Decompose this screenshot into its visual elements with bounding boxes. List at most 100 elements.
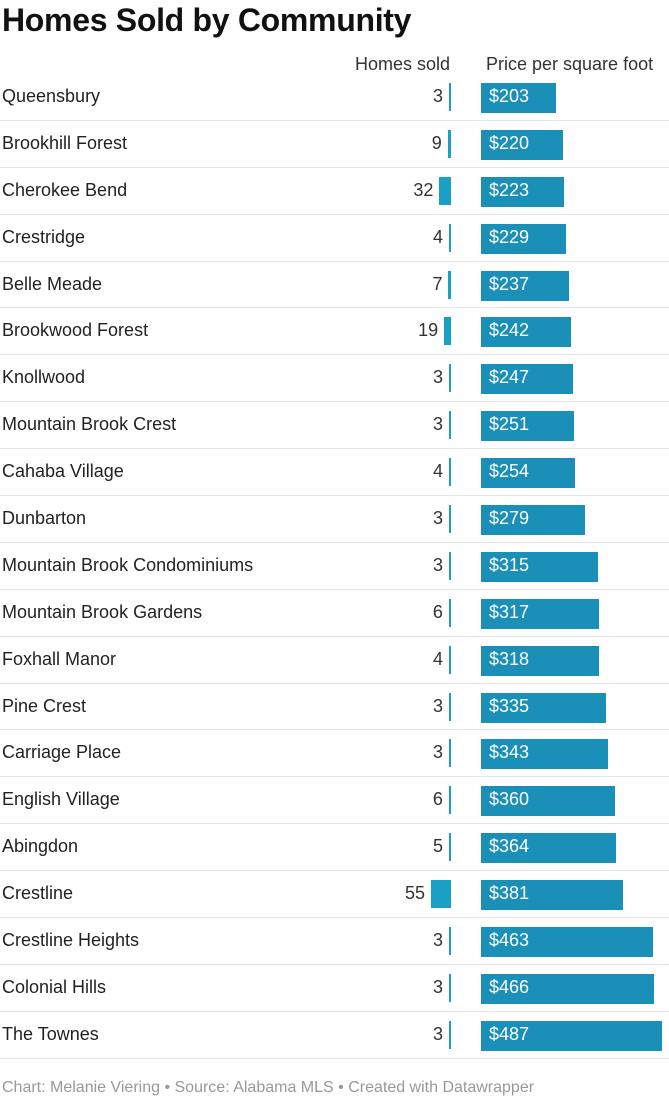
price-label: $466 xyxy=(489,976,530,997)
table-row: Colonial Hills 3 $466 xyxy=(0,965,669,1012)
homes-sold-bar xyxy=(444,317,451,346)
homes-sold-bar xyxy=(449,1020,451,1049)
price-bar xyxy=(481,645,600,676)
homes-sold-bar xyxy=(449,83,451,111)
homes-sold-bar xyxy=(449,223,451,252)
chart-footer: Chart: Melanie Viering • Source: Alabama… xyxy=(2,1079,535,1096)
community-name: Pine Crest xyxy=(2,695,87,716)
price-bar xyxy=(481,1020,662,1051)
homes-sold-value: 3 xyxy=(432,742,443,763)
table-row: Cherokee Bend 32 $223 xyxy=(0,168,669,215)
price-bar xyxy=(481,598,599,629)
community-name: Knollwood xyxy=(2,367,86,388)
price-bar xyxy=(481,833,617,864)
table-row: Queensbury 3 $203 xyxy=(0,74,669,121)
price-label: $247 xyxy=(489,367,530,388)
table-row: Brookwood Forest 19 $242 xyxy=(0,308,669,356)
table-row: Mountain Brook Crest 3 $251 xyxy=(0,402,669,450)
price-label: $237 xyxy=(489,273,530,294)
price-bar xyxy=(481,176,564,207)
homes-sold-value: 3 xyxy=(432,554,443,575)
community-name: Crestline xyxy=(2,883,74,904)
homes-sold-value: 55 xyxy=(404,883,425,904)
community-name: Mountain Brook Crest xyxy=(2,414,177,435)
community-name: English Village xyxy=(2,789,120,810)
community-name: Mountain Brook Gardens xyxy=(2,601,203,622)
table-row: Carriage Place 3 $343 xyxy=(0,730,669,778)
homes-sold-bar xyxy=(449,739,451,768)
price-bar xyxy=(481,739,609,770)
price-bar xyxy=(481,927,654,958)
table-row: Pine Crest 3 $335 xyxy=(0,684,669,731)
price-label: $335 xyxy=(489,695,530,716)
homes-sold-bar xyxy=(449,551,451,580)
price-bar xyxy=(481,786,615,817)
homes-sold-value: 3 xyxy=(432,930,443,951)
homes-sold-bar xyxy=(439,176,451,205)
community-name: Belle Meade xyxy=(2,273,103,294)
price-label: $242 xyxy=(489,320,530,341)
price-label: $487 xyxy=(489,1023,530,1044)
price-label: $251 xyxy=(489,414,530,435)
homes-sold-value: 3 xyxy=(432,695,443,716)
price-label: $223 xyxy=(489,179,530,200)
community-name: Dunbarton xyxy=(2,508,87,529)
homes-sold-value: 3 xyxy=(432,86,443,106)
homes-sold-value: 32 xyxy=(413,179,434,200)
homes-sold-header: Homes sold xyxy=(355,54,451,74)
price-header: Price per square foot xyxy=(486,54,654,74)
homes-sold-value: 4 xyxy=(432,461,443,482)
homes-sold-bar xyxy=(448,270,451,299)
homes-sold-value: 3 xyxy=(432,1023,443,1044)
price-bar xyxy=(481,83,557,113)
table-row: The Townes 3 $487 xyxy=(0,1012,669,1059)
community-name: Foxhall Manor xyxy=(2,648,117,669)
price-bar xyxy=(481,458,576,489)
homes-sold-value: 3 xyxy=(432,976,443,997)
homes-sold-bar xyxy=(449,692,451,721)
community-name: Brookwood Forest xyxy=(2,320,149,341)
community-name: Crestridge xyxy=(2,226,86,247)
price-bar xyxy=(481,411,575,442)
price-label: $381 xyxy=(489,883,530,904)
homes-sold-value: 4 xyxy=(432,226,443,247)
table-row: Crestline 55 $381 xyxy=(0,871,669,919)
homes-sold-bar xyxy=(447,129,451,158)
homes-sold-value: 3 xyxy=(432,508,443,529)
price-label: $279 xyxy=(489,508,530,529)
price-bar xyxy=(481,505,585,536)
homes-sold-value: 4 xyxy=(432,648,443,669)
price-label: $203 xyxy=(489,86,530,106)
homes-sold-bar xyxy=(449,973,451,1002)
table-row: Brookhill Forest 9 $220 xyxy=(0,121,669,168)
homes-sold-value: 3 xyxy=(432,414,443,435)
price-bar xyxy=(481,692,606,723)
price-bar xyxy=(481,223,567,254)
community-name: Colonial Hills xyxy=(2,976,107,997)
homes-sold-bar xyxy=(449,364,451,393)
community-name: Cherokee Bend xyxy=(2,179,128,200)
price-label: $364 xyxy=(489,836,530,857)
homes-sold-value: 6 xyxy=(432,601,443,622)
price-bar xyxy=(481,973,655,1004)
price-bar xyxy=(481,317,571,348)
community-name: Mountain Brook Condominiums xyxy=(2,554,254,575)
table-row: Mountain Brook Condominiums 3 $315 xyxy=(0,543,669,590)
chart-table: Queensbury 3 $203 Brookhill Forest 9 $220 Cher… xyxy=(0,74,669,1059)
price-label: $343 xyxy=(489,742,530,763)
price-label: $317 xyxy=(489,601,530,622)
price-bar xyxy=(481,270,570,301)
table-row: Crestline Heights 3 $463 xyxy=(0,918,669,965)
price-label: $318 xyxy=(489,648,530,669)
community-name: Crestline Heights xyxy=(2,930,140,951)
community-name: Brookhill Forest xyxy=(2,132,128,153)
price-label: $229 xyxy=(489,226,530,247)
table-row: Foxhall Manor 4 $318 xyxy=(0,637,669,684)
homes-sold-value: 7 xyxy=(432,273,443,294)
homes-sold-bar xyxy=(448,598,451,627)
price-label: $254 xyxy=(489,461,530,482)
community-name: Cahaba Village xyxy=(2,461,124,482)
table-row: English Village 6 $360 xyxy=(0,777,669,825)
community-name: Carriage Place xyxy=(2,742,122,763)
homes-sold-bar xyxy=(449,411,451,440)
